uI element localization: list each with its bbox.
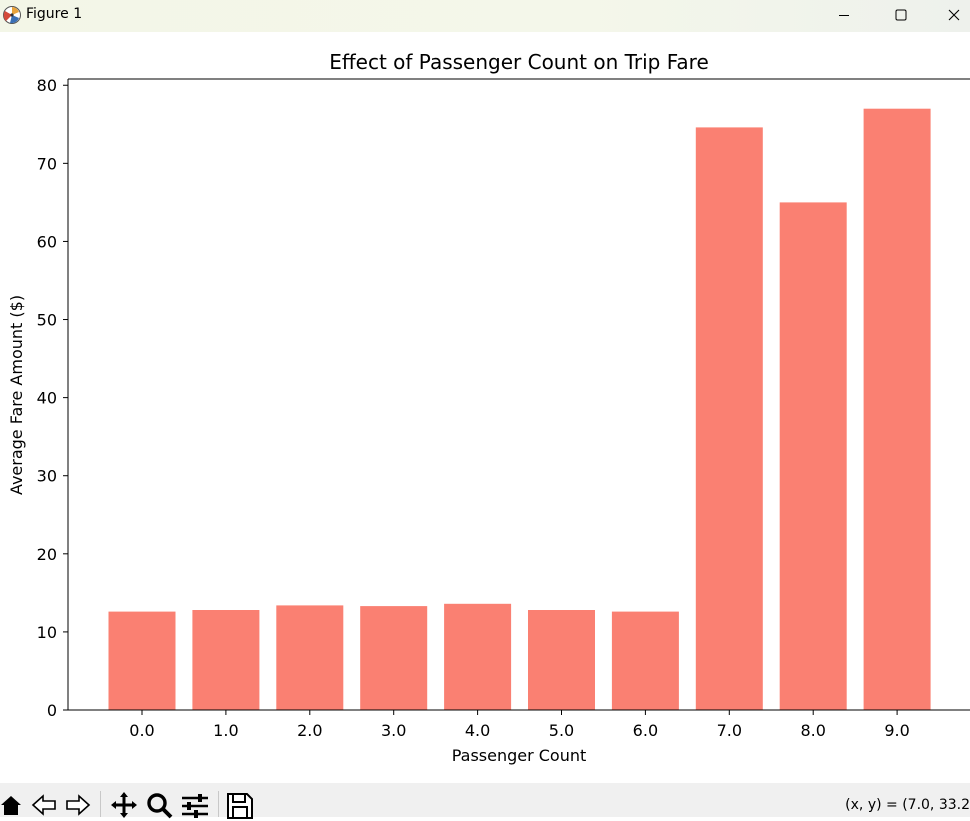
maximize-button[interactable] xyxy=(878,0,924,30)
window-title: Figure 1 xyxy=(26,6,83,22)
y-axis-ticks: 0 10 20 30 40 50 60 70 80 xyxy=(37,76,68,720)
bar-5.0 xyxy=(528,610,595,710)
zoom-icon[interactable] xyxy=(145,791,175,821)
y-tick-label: 80 xyxy=(37,76,57,95)
matplotlib-icon xyxy=(3,6,21,24)
x-tick-label: 0.0 xyxy=(129,721,154,740)
window-titlebar: Figure 1 xyxy=(0,0,970,32)
maximize-icon xyxy=(895,9,907,21)
bar-1.0 xyxy=(192,610,260,710)
bar-2.0 xyxy=(276,605,344,710)
close-button[interactable] xyxy=(937,0,970,30)
bar-4.0 xyxy=(444,603,512,710)
x-tick-label: 8.0 xyxy=(800,721,825,740)
x-tick-label: 6.0 xyxy=(633,721,658,740)
bar-6.0 xyxy=(611,611,679,710)
y-tick-label: 10 xyxy=(37,623,57,642)
x-tick-label: 9.0 xyxy=(884,721,909,740)
y-tick-label: 30 xyxy=(37,467,57,486)
close-icon xyxy=(948,9,959,21)
minimize-button[interactable] xyxy=(821,0,867,30)
x-tick-label: 4.0 xyxy=(465,721,490,740)
bar-3.0 xyxy=(360,606,428,710)
y-tick-label: 70 xyxy=(37,154,57,173)
bar-0.0 xyxy=(108,611,176,710)
x-tick-label: 5.0 xyxy=(549,721,574,740)
bar-7.0 xyxy=(695,127,763,710)
x-axis-label: Passenger Count xyxy=(452,746,587,765)
y-tick-label: 40 xyxy=(37,389,57,408)
x-tick-label: 7.0 xyxy=(717,721,742,740)
bar-8.0 xyxy=(779,202,847,710)
y-tick-label: 20 xyxy=(37,545,57,564)
chart-title: Effect of Passenger Count on Trip Fare xyxy=(329,50,709,74)
x-tick-label: 2.0 xyxy=(297,721,322,740)
bar-chart: Effect of Passenger Count on Trip Fare A… xyxy=(7,50,970,765)
axes-frame xyxy=(67,78,970,711)
y-axis-label: Average Fare Amount ($) xyxy=(7,295,26,495)
home-icon[interactable] xyxy=(0,791,30,821)
y-tick-label: 50 xyxy=(37,311,57,330)
x-tick-label: 3.0 xyxy=(381,721,406,740)
bars-group xyxy=(108,108,931,710)
cursor-coordinates: (x, y) = (7.0, 33.2 xyxy=(845,797,970,813)
forward-icon[interactable] xyxy=(63,791,93,821)
y-tick-label: 0 xyxy=(47,701,57,720)
pan-icon[interactable] xyxy=(109,791,139,821)
navigation-toolbar: (x, y) = (7.0, 33.2 xyxy=(0,783,970,819)
figure-canvas[interactable]: Effect of Passenger Count on Trip Fare A… xyxy=(0,32,970,783)
toolbar-separator xyxy=(218,791,219,817)
back-icon[interactable] xyxy=(31,791,61,821)
x-axis-ticks: 0.0 1.0 2.0 3.0 4.0 5.0 6.0 7.0 8.0 9.0 xyxy=(129,710,910,740)
bar-9.0 xyxy=(863,108,931,710)
x-tick-label: 1.0 xyxy=(213,721,238,740)
configure-icon[interactable] xyxy=(180,791,210,821)
minimize-icon xyxy=(839,15,849,16)
save-icon[interactable] xyxy=(225,791,255,821)
toolbar-separator xyxy=(100,791,101,817)
y-tick-label: 60 xyxy=(37,232,57,251)
